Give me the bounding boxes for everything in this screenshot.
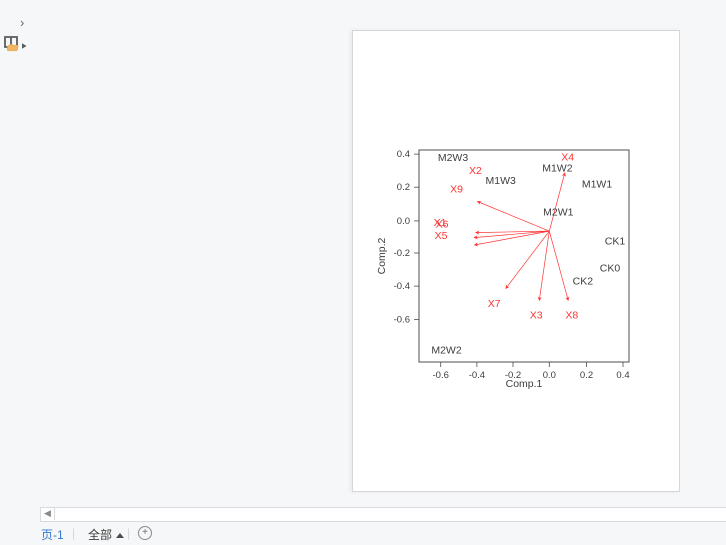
svg-text:0.2: 0.2 bbox=[580, 370, 593, 381]
svg-text:X3: X3 bbox=[530, 310, 543, 322]
svg-text:CK0: CK0 bbox=[600, 263, 621, 275]
svg-text:-0.6: -0.6 bbox=[394, 315, 410, 326]
svg-text:CK2: CK2 bbox=[573, 276, 594, 288]
svg-text:Comp.1: Comp.1 bbox=[506, 378, 543, 390]
svg-text:CK1: CK1 bbox=[605, 236, 626, 248]
svg-text:X6: X6 bbox=[436, 219, 449, 231]
svg-text:X8: X8 bbox=[565, 310, 578, 322]
svg-text:X5: X5 bbox=[435, 230, 448, 242]
svg-text:X9: X9 bbox=[450, 184, 463, 196]
svg-text:M2W3: M2W3 bbox=[438, 152, 468, 164]
svg-text:-0.4: -0.4 bbox=[469, 370, 485, 381]
svg-text:0.0: 0.0 bbox=[397, 216, 410, 227]
svg-text:0.4: 0.4 bbox=[616, 370, 629, 381]
svg-text:0.2: 0.2 bbox=[397, 182, 410, 193]
svg-text:-0.6: -0.6 bbox=[433, 370, 449, 381]
svg-text:0.0: 0.0 bbox=[543, 370, 556, 381]
svg-text:M1W1: M1W1 bbox=[582, 179, 612, 191]
svg-text:X7: X7 bbox=[488, 298, 501, 310]
svg-text:Comp.2: Comp.2 bbox=[376, 237, 388, 274]
svg-text:0.4: 0.4 bbox=[397, 149, 410, 160]
svg-text:M2W2: M2W2 bbox=[431, 345, 461, 357]
svg-text:M1W3: M1W3 bbox=[486, 175, 516, 187]
svg-text:-0.2: -0.2 bbox=[394, 248, 410, 259]
svg-text:-0.4: -0.4 bbox=[394, 281, 410, 292]
svg-text:M2W1: M2W1 bbox=[543, 207, 573, 219]
svg-text:M1W2: M1W2 bbox=[542, 163, 572, 175]
svg-text:X2: X2 bbox=[469, 165, 482, 177]
